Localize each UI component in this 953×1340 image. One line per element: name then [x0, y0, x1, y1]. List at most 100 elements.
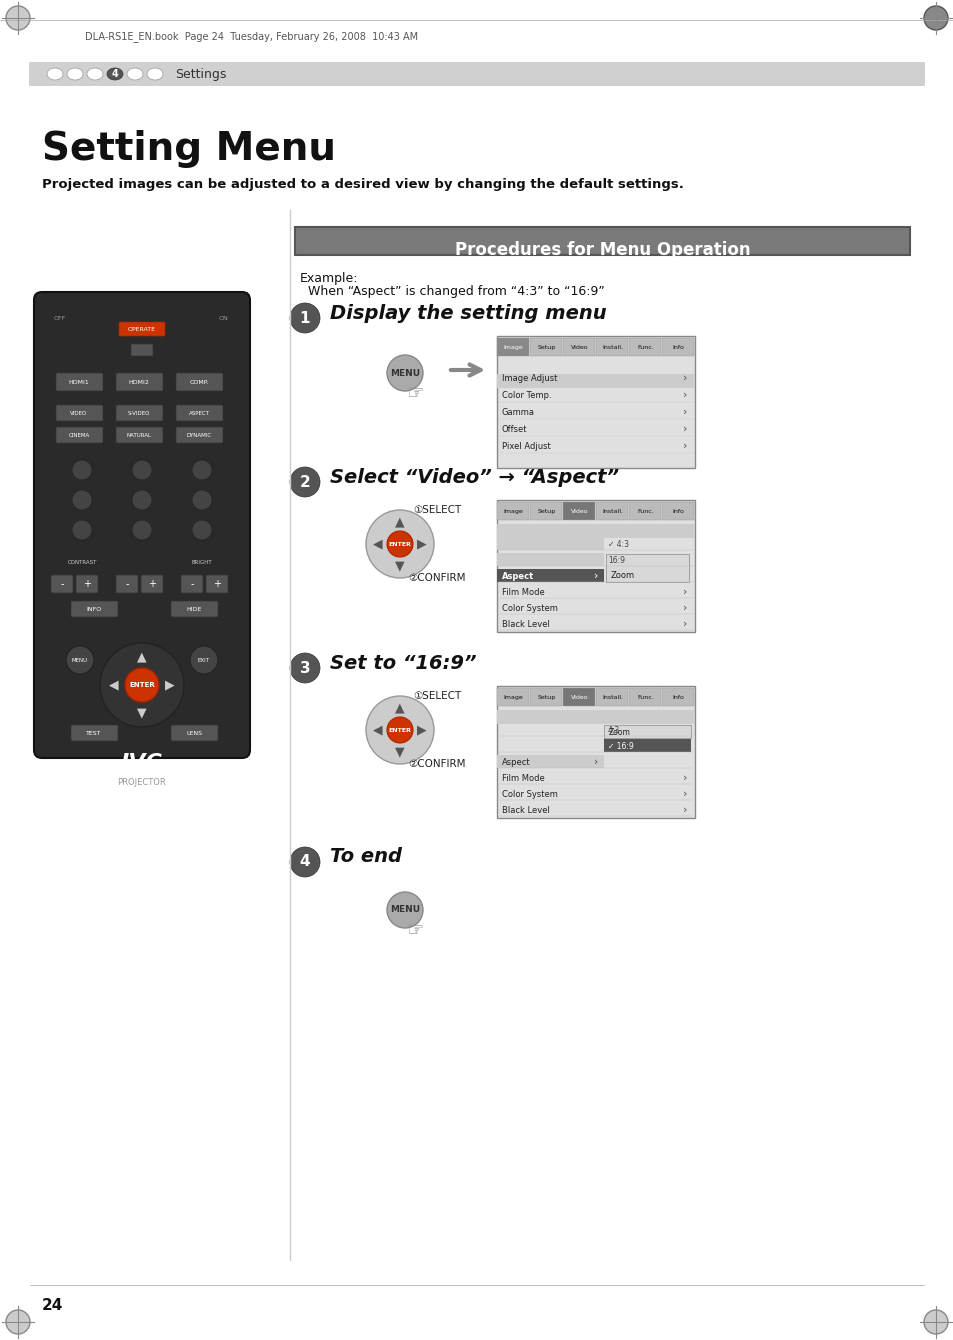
FancyBboxPatch shape	[56, 373, 103, 391]
Text: ▼: ▼	[395, 745, 404, 758]
Text: CONTRAST: CONTRAST	[68, 560, 96, 565]
Circle shape	[71, 520, 91, 540]
Circle shape	[6, 5, 30, 29]
FancyBboxPatch shape	[530, 338, 561, 356]
Text: Aspect: Aspect	[501, 757, 530, 766]
FancyBboxPatch shape	[497, 500, 695, 632]
FancyBboxPatch shape	[530, 502, 561, 520]
Text: Pixel Adjust: Pixel Adjust	[501, 441, 550, 450]
Text: Install.: Install.	[601, 508, 622, 513]
FancyBboxPatch shape	[497, 336, 695, 468]
Text: ▼: ▼	[395, 560, 404, 572]
Text: To end: To end	[330, 847, 401, 867]
FancyBboxPatch shape	[29, 62, 924, 86]
Circle shape	[6, 1311, 30, 1335]
FancyBboxPatch shape	[116, 427, 163, 444]
FancyBboxPatch shape	[171, 602, 218, 616]
Text: Color System: Color System	[501, 789, 558, 799]
Text: 1: 1	[299, 311, 310, 326]
Ellipse shape	[47, 68, 63, 80]
Text: ›: ›	[682, 407, 686, 417]
Text: ▼: ▼	[137, 706, 147, 720]
Circle shape	[387, 717, 413, 742]
Text: ✓ 4:3: ✓ 4:3	[607, 540, 628, 548]
Text: ✓ 16:9: ✓ 16:9	[607, 741, 633, 750]
Text: ▶: ▶	[416, 724, 426, 737]
FancyBboxPatch shape	[76, 575, 98, 594]
Text: Image Adjust: Image Adjust	[501, 374, 557, 382]
Text: ①SELECT: ①SELECT	[413, 505, 460, 515]
Text: -: -	[60, 579, 64, 590]
Text: ›: ›	[682, 441, 686, 452]
FancyBboxPatch shape	[497, 710, 695, 724]
Ellipse shape	[127, 68, 143, 80]
Circle shape	[366, 511, 434, 578]
Text: Offset: Offset	[501, 425, 527, 434]
Text: ›: ›	[593, 571, 598, 582]
Text: Info: Info	[672, 344, 683, 350]
Text: TEST: TEST	[86, 730, 102, 736]
Text: 2: 2	[299, 474, 310, 489]
FancyBboxPatch shape	[603, 725, 690, 738]
Circle shape	[190, 646, 218, 674]
Text: HDMI1: HDMI1	[69, 379, 90, 385]
Text: Procedures for Menu Operation: Procedures for Menu Operation	[455, 241, 750, 259]
FancyBboxPatch shape	[497, 374, 695, 389]
FancyBboxPatch shape	[628, 687, 660, 706]
Text: ON: ON	[219, 315, 229, 320]
Ellipse shape	[87, 68, 103, 80]
FancyBboxPatch shape	[56, 405, 103, 421]
Text: ①SELECT: ①SELECT	[413, 691, 460, 701]
Text: Film Mode: Film Mode	[501, 587, 544, 596]
Text: PROJECTOR: PROJECTOR	[117, 777, 166, 787]
FancyBboxPatch shape	[628, 502, 660, 520]
FancyBboxPatch shape	[497, 524, 695, 537]
Text: ENTER: ENTER	[388, 728, 411, 733]
FancyBboxPatch shape	[497, 687, 529, 706]
Text: ›: ›	[682, 373, 686, 383]
FancyBboxPatch shape	[497, 686, 695, 817]
FancyBboxPatch shape	[119, 322, 165, 336]
Text: Projected images can be adjusted to a desired view by changing the default setti: Projected images can be adjusted to a de…	[42, 178, 683, 192]
FancyBboxPatch shape	[497, 537, 603, 549]
Text: JVC: JVC	[121, 753, 163, 773]
Text: Image: Image	[503, 344, 523, 350]
Text: Set to “16:9”: Set to “16:9”	[330, 654, 476, 673]
Text: ›: ›	[682, 423, 686, 434]
Text: ›: ›	[682, 390, 686, 401]
FancyBboxPatch shape	[141, 575, 163, 594]
Text: Video: Video	[570, 694, 588, 699]
Circle shape	[290, 468, 319, 497]
Text: EXIT: EXIT	[198, 658, 210, 662]
Circle shape	[923, 5, 947, 29]
Ellipse shape	[147, 68, 163, 80]
Circle shape	[290, 653, 319, 683]
Text: +: +	[213, 579, 221, 590]
Circle shape	[132, 490, 152, 511]
Text: LENS: LENS	[186, 730, 202, 736]
FancyBboxPatch shape	[116, 575, 138, 594]
Text: ▲: ▲	[395, 702, 404, 714]
Circle shape	[192, 460, 212, 480]
FancyBboxPatch shape	[51, 575, 73, 594]
Text: ◀: ◀	[373, 724, 382, 737]
FancyBboxPatch shape	[71, 602, 118, 616]
Circle shape	[192, 520, 212, 540]
FancyBboxPatch shape	[175, 373, 223, 391]
Text: DYNAMIC: DYNAMIC	[186, 433, 212, 437]
Text: INFO: INFO	[87, 607, 102, 611]
Text: Func.: Func.	[637, 508, 653, 513]
Text: ›: ›	[682, 619, 686, 628]
Circle shape	[132, 460, 152, 480]
Text: Info: Info	[672, 694, 683, 699]
Text: Func.: Func.	[637, 694, 653, 699]
FancyBboxPatch shape	[661, 502, 693, 520]
Text: Video: Video	[570, 508, 588, 513]
FancyBboxPatch shape	[116, 373, 163, 391]
FancyBboxPatch shape	[497, 502, 529, 520]
Circle shape	[387, 892, 422, 929]
Text: Install.: Install.	[601, 344, 622, 350]
Circle shape	[132, 520, 152, 540]
Text: ☞: ☞	[406, 383, 423, 402]
FancyBboxPatch shape	[497, 754, 603, 768]
